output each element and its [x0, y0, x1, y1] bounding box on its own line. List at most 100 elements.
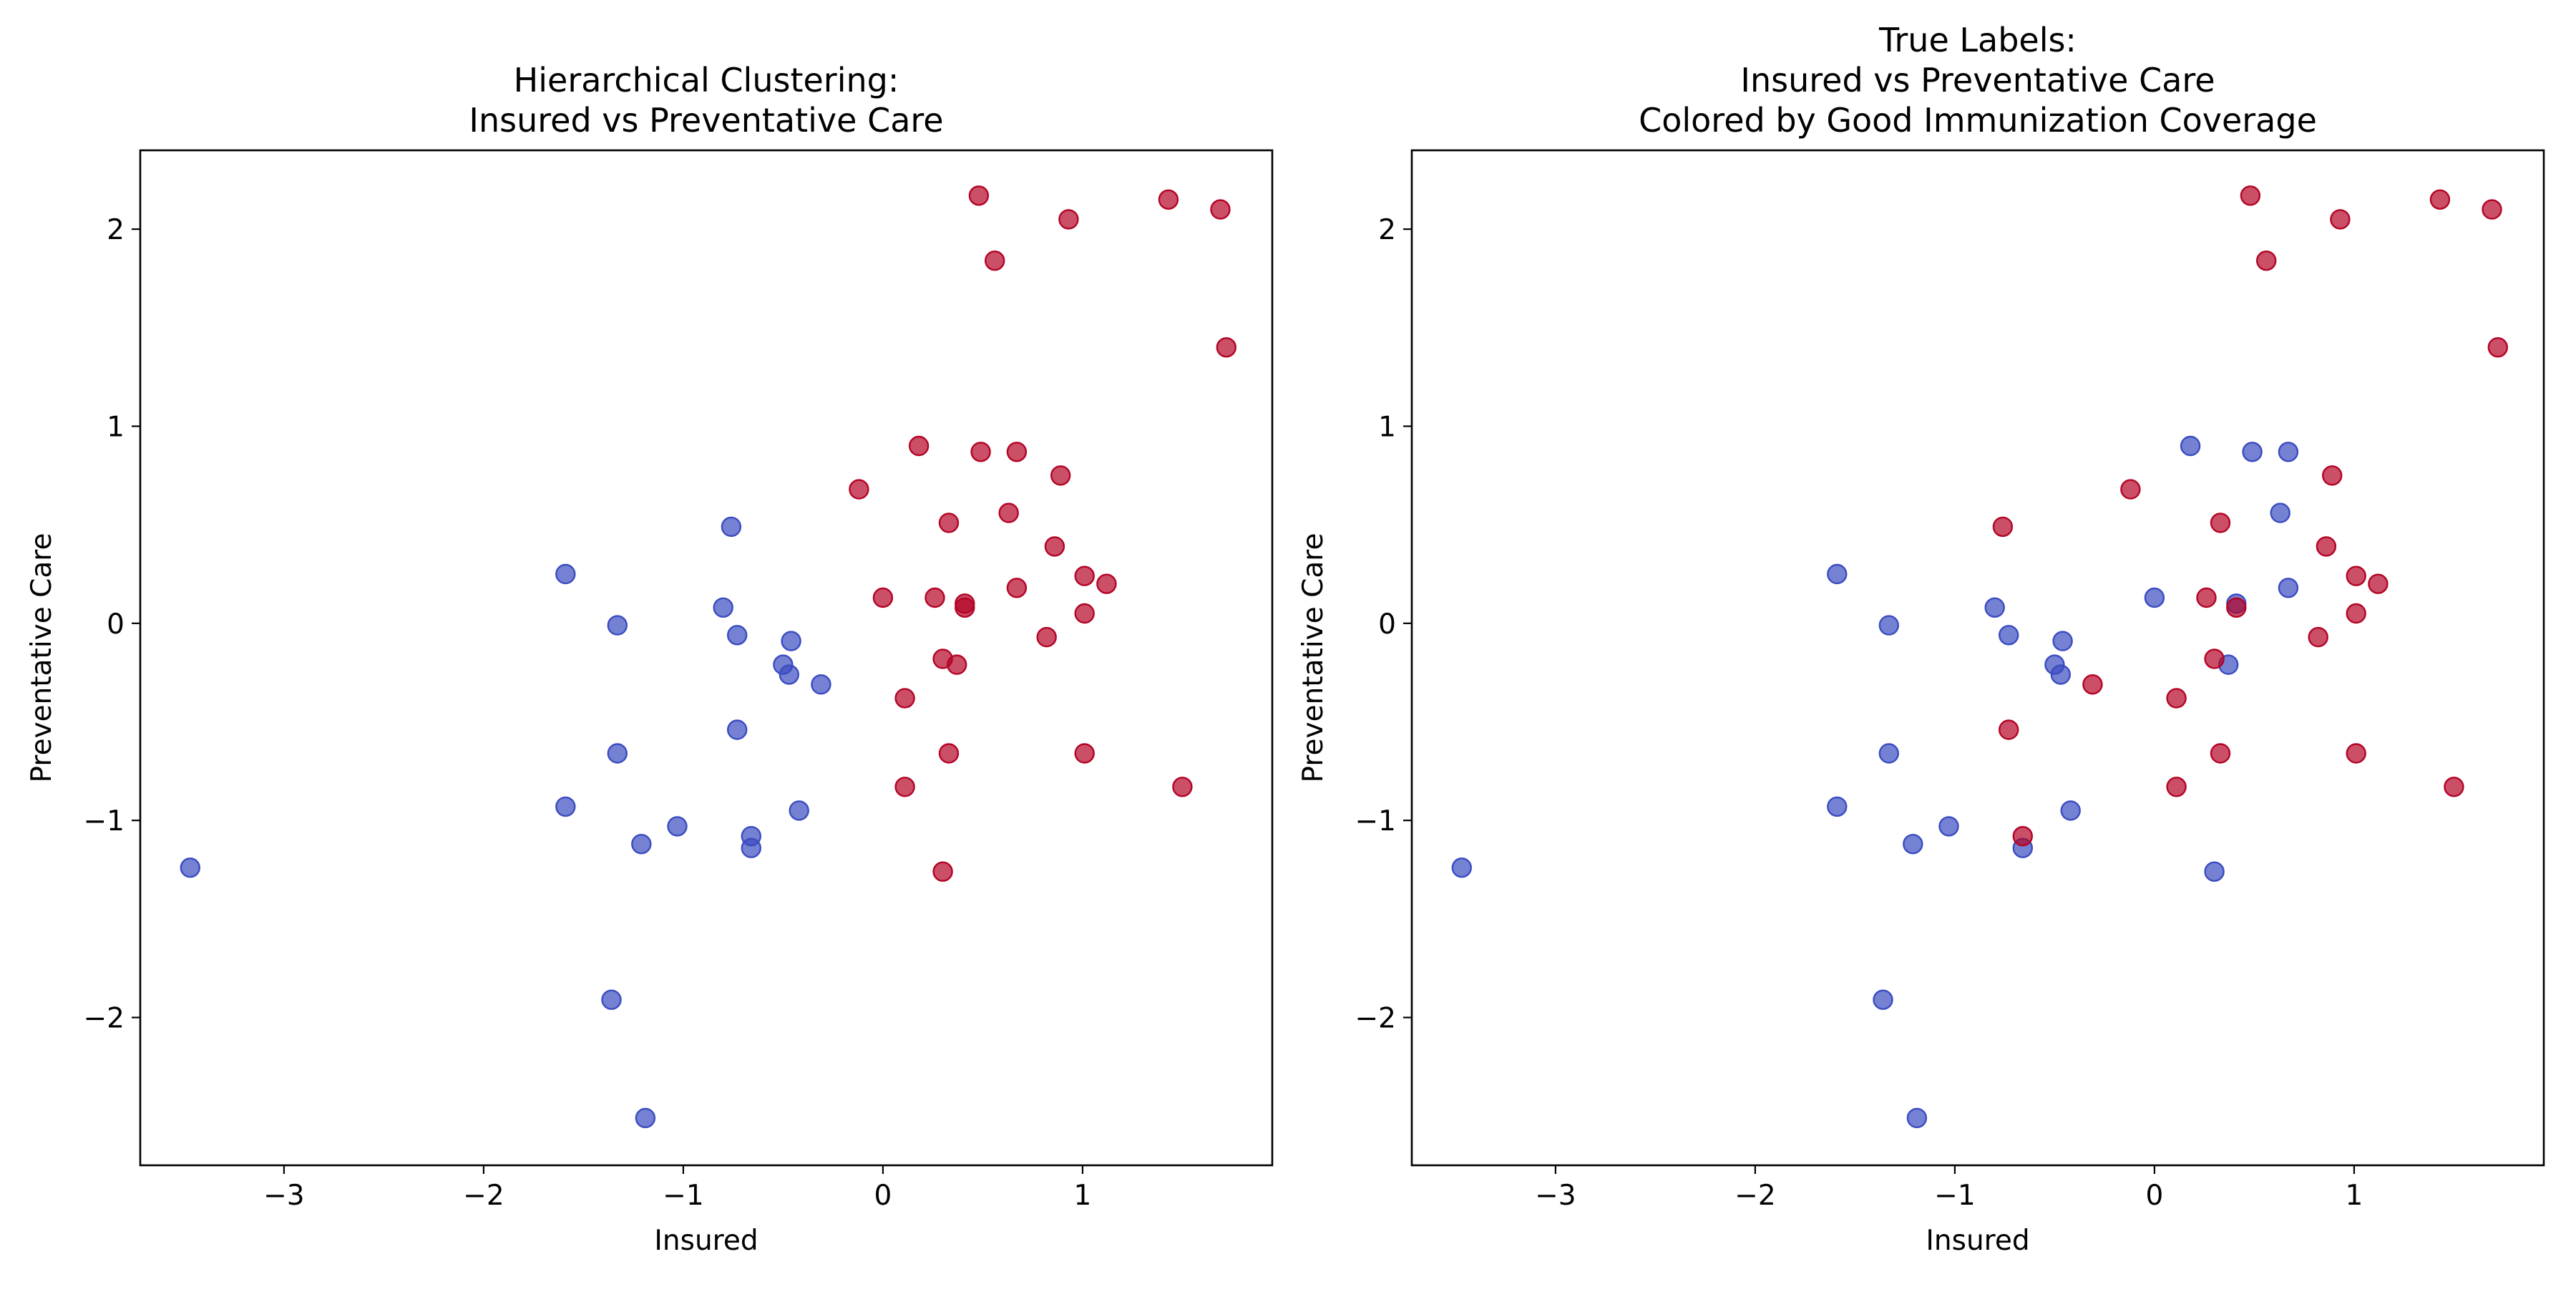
- y-tick-label: −1: [1355, 805, 1397, 837]
- data-point-series-1-13: [2196, 587, 2217, 608]
- data-point-series-1-22: [1036, 626, 1057, 648]
- x-tick-label: 0: [874, 1180, 892, 1212]
- data-point-series-1-4: [2255, 251, 2277, 271]
- data-point-series-1-25: [894, 688, 915, 709]
- chart-title-line: Hierarchical Clustering:: [514, 61, 899, 99]
- data-point-series-0-21: [2278, 578, 2299, 598]
- data-point-series-0-18: [2242, 442, 2263, 462]
- data-point-series-1-9: [2316, 536, 2337, 557]
- chart-title-line: Insured vs Preventative Care: [1740, 61, 2215, 99]
- axes-frame: [139, 149, 1274, 1167]
- y-axis-label: Preventative Care: [26, 533, 58, 783]
- data-point-series-1-16: [2308, 626, 2328, 648]
- x-tick-label: −2: [1735, 1180, 1776, 1212]
- data-point-series-1-25: [2012, 825, 2034, 847]
- data-point-series-1-28: [894, 777, 915, 797]
- data-point-series-1-12: [1992, 516, 2014, 538]
- x-tick-label: −1: [663, 1180, 704, 1212]
- chart-title-line: Insured vs Preventative Care: [469, 101, 943, 140]
- data-point-series-1-19: [2166, 688, 2187, 709]
- y-tick-label: 2: [1378, 214, 1396, 246]
- data-point-series-1-2: [2429, 189, 2451, 210]
- y-tick-label: −1: [84, 805, 125, 837]
- data-point-series-0-4: [607, 615, 628, 636]
- data-point-series-1-7: [970, 442, 991, 462]
- y-tick-label: 0: [1378, 608, 1396, 641]
- data-point-series-1-6: [2321, 465, 2343, 486]
- data-point-series-1-15: [2346, 603, 2366, 624]
- data-point-series-0-24: [2204, 861, 2225, 882]
- data-point-series-1-18: [924, 587, 945, 608]
- data-point-series-1-22: [2346, 743, 2366, 764]
- data-point-series-0-5: [607, 743, 628, 764]
- data-point-series-1-5: [1216, 337, 1237, 358]
- x-tick-label: 1: [2346, 1180, 2363, 1212]
- data-point-series-0-0: [180, 857, 200, 878]
- data-point-series-0-9: [713, 597, 733, 618]
- data-point-series-0-12: [726, 719, 748, 740]
- data-point-series-0-5: [1878, 743, 1900, 764]
- y-tick-label: 0: [107, 608, 125, 641]
- x-tick-label: −2: [463, 1180, 504, 1212]
- y-tick-label: −2: [1355, 1002, 1397, 1034]
- data-point-series-0-19: [2278, 442, 2299, 462]
- data-point-series-0-3: [1873, 989, 1893, 1010]
- data-point-series-0-2: [1827, 796, 1848, 817]
- data-point-series-0-6: [631, 833, 652, 855]
- data-point-series-0-1: [555, 563, 576, 585]
- data-point-series-0-10: [1998, 625, 2019, 646]
- data-point-series-1-0: [2240, 185, 2261, 206]
- data-point-series-1-24: [946, 654, 967, 675]
- data-point-series-1-9: [1050, 465, 1071, 486]
- data-point-series-1-8: [2210, 513, 2231, 533]
- x-axis-label: Insured: [654, 1225, 758, 1257]
- data-point-series-0-17: [2180, 435, 2201, 457]
- data-point-series-1-1: [1058, 209, 1079, 230]
- data-point-series-1-5: [2487, 337, 2509, 358]
- data-point-series-0-20: [2270, 502, 2290, 523]
- data-point-series-0-0: [1451, 857, 1473, 878]
- data-point-series-1-21: [1074, 603, 1095, 624]
- data-point-series-0-1: [1827, 563, 1848, 585]
- data-point-series-0-6: [1903, 833, 1923, 855]
- data-point-series-0-10: [721, 516, 742, 538]
- data-point-series-1-6: [908, 435, 930, 457]
- data-point-series-1-12: [998, 502, 1019, 523]
- x-tick-label: −3: [1535, 1180, 1576, 1212]
- x-tick-label: 0: [2146, 1180, 2164, 1212]
- data-point-series-0-8: [667, 816, 688, 837]
- data-point-series-1-2: [1158, 189, 1179, 210]
- chart-title-line: True Labels:: [1878, 21, 2077, 59]
- data-point-series-1-7: [2120, 479, 2141, 500]
- y-axis-label: Preventative Care: [1297, 533, 1330, 783]
- data-point-series-1-15: [1096, 573, 1117, 594]
- x-axis-label: Insured: [1926, 1225, 2029, 1257]
- data-point-series-1-30: [932, 861, 953, 882]
- data-point-series-1-24: [2444, 777, 2464, 797]
- axes-frame: [1410, 149, 2545, 1167]
- data-point-series-0-2: [555, 796, 576, 817]
- data-point-series-1-23: [2166, 777, 2187, 797]
- data-point-series-1-17: [2204, 649, 2225, 669]
- data-point-series-1-11: [2368, 573, 2389, 594]
- data-point-series-1-3: [2482, 199, 2502, 220]
- y-tick-label: 2: [107, 214, 125, 246]
- chart-title-line: Colored by Good Immunization Coverage: [1639, 101, 2317, 140]
- data-point-series-1-18: [2082, 674, 2103, 695]
- data-point-series-0-3: [601, 989, 622, 1010]
- data-point-series-0-11: [726, 625, 748, 646]
- data-point-series-0-8: [1938, 816, 1959, 837]
- data-point-series-0-13: [2050, 664, 2072, 685]
- data-point-series-1-10: [849, 479, 869, 500]
- data-point-series-1-20: [1998, 719, 2019, 740]
- y-tick-label: 1: [1378, 411, 1396, 443]
- data-point-series-0-16: [779, 664, 800, 685]
- x-tick-label: −1: [1934, 1180, 1976, 1212]
- left-panel-hierarchical-clustering: −3 −2 −1 0 1 −2 −1 0 1 2 Insured Preventative Care H…: [26, 61, 1274, 1257]
- data-point-series-0-14: [2052, 631, 2073, 651]
- data-point-series-1-21: [2210, 743, 2231, 764]
- data-point-series-1-8: [1006, 442, 1028, 462]
- data-point-series-0-17: [781, 631, 801, 651]
- data-point-series-1-3: [1210, 199, 1231, 220]
